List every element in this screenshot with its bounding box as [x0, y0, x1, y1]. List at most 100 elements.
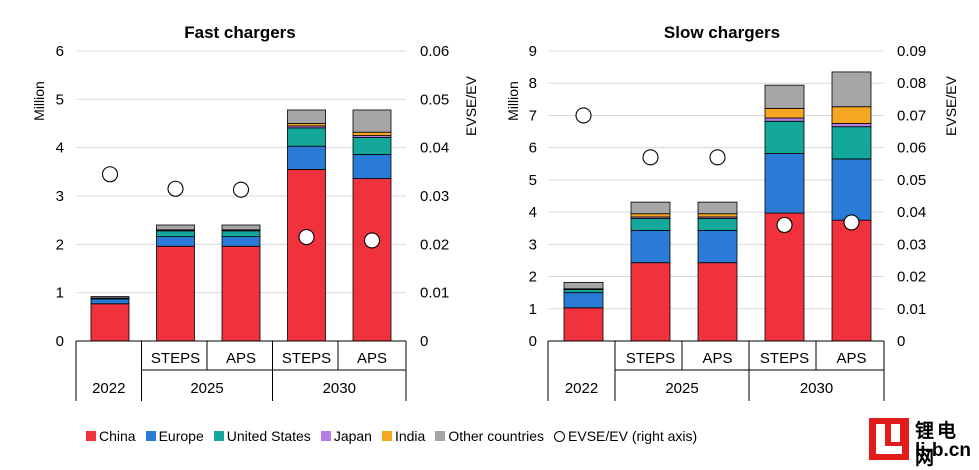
- bar-segment: [697, 218, 738, 231]
- bar-segment: [563, 281, 604, 290]
- y-tick-label: 3: [529, 236, 537, 253]
- x-sub-label: STEPS: [760, 350, 809, 367]
- bar-segment: [90, 303, 130, 342]
- bar-segment: [90, 296, 130, 299]
- legend-item: Europe: [145, 428, 204, 444]
- evse-ev-marker: [232, 181, 250, 198]
- y2-tick-label: 0.06: [420, 43, 449, 60]
- bar-segment: [697, 230, 738, 264]
- bar-segment: [287, 145, 326, 170]
- y2-tick-label: 0.04: [420, 140, 449, 157]
- legend-swatch: [213, 431, 224, 441]
- bar-segment: [352, 131, 392, 136]
- y-tick-label: 1: [56, 285, 64, 302]
- legend-item: United States: [213, 428, 311, 444]
- bar-segment: [287, 127, 326, 147]
- bar-segment: [630, 213, 671, 218]
- watermark-logo-icon: [869, 418, 909, 460]
- y-tick-label: 4: [56, 140, 64, 157]
- y-tick-label: 6: [56, 43, 64, 60]
- bar-segment: [764, 153, 805, 214]
- legend-label: India: [394, 428, 426, 444]
- y2-tick-label: 0.02: [420, 236, 449, 253]
- bar-segment: [352, 154, 392, 180]
- y2-tick-label: 0.06: [897, 140, 926, 157]
- chart-title: Fast chargers: [184, 23, 296, 42]
- bar-segment: [831, 158, 872, 221]
- evse-ev-marker: [298, 229, 315, 246]
- y2-tick-label: 0.07: [897, 107, 926, 124]
- chart-legend: China Europe United States Japan India Other …: [86, 425, 886, 447]
- x-sub-label: APS: [357, 350, 387, 367]
- site-watermark: 锂电网 li-b.cn: [869, 414, 979, 469]
- evse-ev-marker: [167, 180, 184, 197]
- bar-segment: [630, 218, 671, 231]
- bar-segment: [831, 219, 872, 342]
- y-tick-label: 5: [529, 172, 537, 189]
- y-tick-label: 1: [529, 301, 537, 318]
- y2-tick-label: 0: [897, 333, 905, 350]
- bar-segment: [287, 109, 326, 124]
- watermark-url: li-b.cn: [915, 440, 971, 461]
- legend-label: EVSE/EV (right axis): [568, 428, 698, 444]
- legend-swatch: [320, 431, 331, 441]
- bar-segment: [831, 123, 872, 128]
- evse-ev-marker: [843, 214, 860, 231]
- bar-segment: [352, 137, 392, 155]
- legend-swatch: [86, 431, 96, 441]
- y2-tick-label: 0.09: [897, 43, 926, 60]
- y2-axis-title: EVSE/EV: [463, 75, 479, 136]
- bar-segment: [831, 71, 872, 108]
- y2-tick-label: 0.05: [897, 172, 926, 189]
- x-group-label: 2030: [323, 380, 356, 397]
- bar-segment: [764, 107, 805, 119]
- bar-segment: [221, 236, 261, 247]
- y-tick-label: 6: [529, 140, 537, 157]
- legend-label: Other countries: [448, 428, 545, 444]
- bar-segment: [630, 262, 671, 342]
- y2-tick-label: 0.02: [897, 269, 926, 286]
- legend-swatch: [435, 431, 446, 441]
- x-sub-label: STEPS: [151, 350, 200, 367]
- bar-segment: [156, 224, 195, 231]
- bar-segment: [221, 245, 261, 342]
- legend-item: EVSE/EV (right axis): [554, 428, 697, 444]
- bar-segment: [764, 120, 805, 154]
- y2-tick-label: 0: [420, 333, 428, 350]
- y-tick-label: 3: [56, 188, 64, 205]
- bar-segment: [352, 178, 392, 342]
- evse-ev-marker: [363, 232, 381, 249]
- y-tick-label: 8: [529, 75, 537, 92]
- y-tick-label: 7: [529, 107, 537, 124]
- legend-label: Europe: [158, 428, 204, 444]
- evse-ev-marker: [709, 149, 726, 166]
- legend-item: Other countries: [435, 428, 544, 444]
- bar-segment: [764, 84, 805, 109]
- watermark-site-name: 锂电网: [915, 421, 960, 469]
- y-axis-title: Million: [31, 81, 47, 121]
- x-group-label: 2022: [565, 380, 598, 397]
- evse-ev-marker: [575, 107, 592, 124]
- legend-label: China: [99, 428, 136, 444]
- bar-segment: [563, 292, 604, 309]
- y2-tick-label: 0.01: [420, 285, 449, 302]
- x-group-label: 2030: [800, 380, 833, 397]
- legend-item: China: [86, 428, 136, 444]
- y-tick-label: 2: [56, 236, 64, 253]
- x-group-label: 2022: [92, 380, 125, 397]
- legend-item: Japan: [320, 428, 372, 444]
- bar-segment: [630, 201, 671, 215]
- y2-tick-label: 0.04: [897, 204, 926, 221]
- x-group-label: 2025: [190, 380, 223, 397]
- legend-swatch: [381, 431, 392, 441]
- bar-segment: [697, 201, 738, 215]
- bar-segment: [697, 262, 738, 342]
- y2-tick-label: 0.08: [897, 75, 926, 92]
- y-tick-label: 4: [529, 204, 537, 221]
- y-tick-label: 5: [56, 91, 64, 108]
- legend-label: United States: [226, 428, 311, 444]
- y-tick-label: 0: [56, 333, 64, 350]
- y2-axis-title: EVSE/EV: [943, 75, 959, 136]
